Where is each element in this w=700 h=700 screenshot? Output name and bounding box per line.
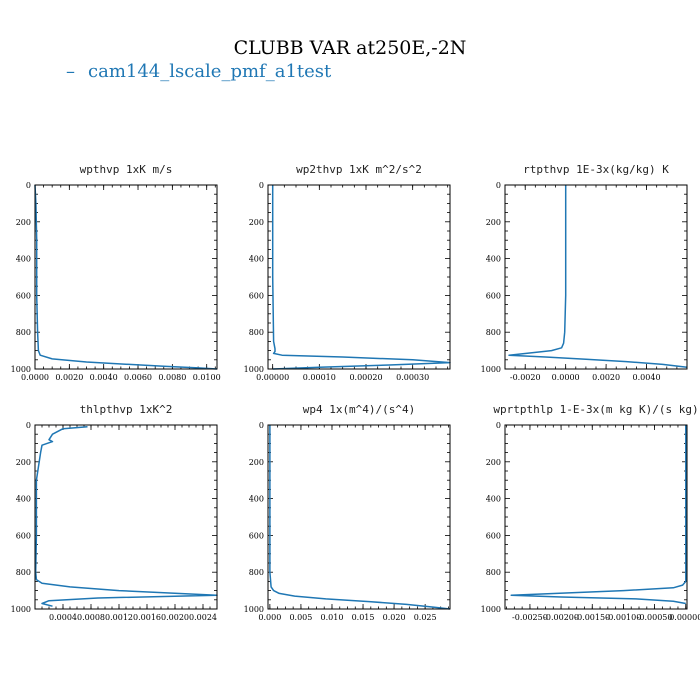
y-tick-label: 600 bbox=[486, 291, 501, 300]
plot-frame bbox=[34, 424, 218, 610]
y-tick-label: 800 bbox=[16, 328, 31, 337]
y-tick-label: 600 bbox=[249, 531, 264, 540]
y-tick-label: 1000 bbox=[11, 605, 31, 614]
y-tick-label: 200 bbox=[249, 458, 264, 467]
y-tick-label: 200 bbox=[16, 218, 31, 227]
y-tick-label: 800 bbox=[16, 568, 31, 577]
y-tick-label: 800 bbox=[249, 568, 264, 577]
plot-frame bbox=[34, 184, 218, 370]
x-tick-label: 0.0008 bbox=[77, 613, 105, 622]
y-tick-label: 0 bbox=[259, 181, 264, 190]
plot-frame bbox=[267, 184, 451, 370]
subplot-title: wp2thvp 1xK m^2/s^2 bbox=[296, 163, 422, 176]
x-tick-label: 0.0024 bbox=[189, 613, 217, 622]
x-tick-label: 0.0080 bbox=[158, 373, 186, 382]
legend-label: cam144_lscale_pmf_a1test bbox=[88, 61, 332, 82]
series-line-1 bbox=[34, 426, 218, 607]
subplot-2: wp2thvp 1xK m^2/s^2020040060080010000.00… bbox=[244, 163, 451, 382]
subplot-3: rtpthvp 1E-3x(kg/kg) K 0 200 400 600 800 1000-… bbox=[481, 163, 688, 382]
y-tick-label: 600 bbox=[16, 531, 31, 540]
x-tick-label: 0.0000 bbox=[552, 373, 580, 382]
x-tick-label: 0.020 bbox=[383, 613, 406, 622]
series-line-1 bbox=[34, 184, 218, 370]
x-tick-label: -0.00150 bbox=[574, 613, 610, 622]
x-tick-label: 0.010 bbox=[321, 613, 344, 622]
y-tick-label: 1000 bbox=[244, 365, 264, 374]
y-tick-label: 0 bbox=[26, 421, 31, 430]
y-tick-label: 600 bbox=[486, 531, 501, 540]
figure-title: CLUBB VAR at250E,-2N bbox=[234, 37, 467, 59]
x-tick-label: 0.025 bbox=[414, 613, 437, 622]
x-tick-label: 0.0016 bbox=[133, 613, 161, 622]
y-tick-label: 0 bbox=[496, 421, 501, 430]
plot-frame bbox=[504, 184, 688, 370]
x-tick-label: 0.00000 bbox=[669, 613, 700, 622]
y-tick-label: 0 bbox=[496, 181, 501, 190]
y-tick-label: 400 bbox=[486, 495, 501, 504]
x-tick-label: 0.00010 bbox=[303, 373, 336, 382]
x-tick-label: 0.0020 bbox=[55, 373, 83, 382]
x-tick-label: 0.0020 bbox=[592, 373, 620, 382]
x-tick-label: 0.00000 bbox=[256, 373, 289, 382]
y-tick-label: 1000 bbox=[481, 365, 501, 374]
x-tick-label: 0.0060 bbox=[124, 373, 152, 382]
x-tick-label: 0.0000 bbox=[21, 373, 49, 382]
y-tick-label: 1000 bbox=[11, 365, 31, 374]
subplot-6: wprtpthlp 1-E-3x(m kg K)/(s kg) 0 200 400 60… bbox=[481, 403, 700, 622]
y-tick-label: 0 bbox=[26, 181, 31, 190]
y-tick-label: 400 bbox=[249, 255, 264, 264]
y-tick-label: 400 bbox=[249, 495, 264, 504]
y-tick-label: 600 bbox=[16, 291, 31, 300]
x-tick-label: -0.0020 bbox=[510, 373, 541, 382]
y-tick-label: 400 bbox=[16, 495, 31, 504]
subplot-title: thlpthvp 1xK^2 bbox=[80, 403, 173, 416]
y-tick-label: 600 bbox=[249, 291, 264, 300]
x-tick-label: 0.0020 bbox=[161, 613, 189, 622]
x-tick-label: 0.00030 bbox=[396, 373, 429, 382]
plot-frame bbox=[504, 424, 688, 610]
y-tick-label: 200 bbox=[486, 218, 501, 227]
y-tick-label: 800 bbox=[486, 568, 501, 577]
x-tick-label: 0.015 bbox=[352, 613, 375, 622]
x-tick-label: 0.00020 bbox=[349, 373, 382, 382]
y-tick-label: 400 bbox=[16, 255, 31, 264]
x-tick-label: 0.005 bbox=[289, 613, 312, 622]
x-tick-label: 0.0004 bbox=[49, 613, 77, 622]
y-tick-label: 800 bbox=[249, 328, 264, 337]
subplot-title: rtpthvp 1E-3x(kg/kg) K bbox=[523, 163, 669, 176]
plot-frame bbox=[267, 424, 451, 610]
x-tick-label: -0.00050 bbox=[637, 613, 673, 622]
subplot-title: wprtpthlp 1-E-3x(m kg K)/(s kg) bbox=[493, 403, 698, 416]
subplot-title: wp4 1x(m^4)/(s^4) bbox=[303, 403, 416, 416]
legend-marker: – bbox=[66, 61, 75, 82]
x-tick-label: -0.00100 bbox=[606, 613, 642, 622]
x-tick-label: 0.0100 bbox=[193, 373, 221, 382]
series-line-1 bbox=[269, 425, 451, 610]
x-tick-label: 0.000 bbox=[258, 613, 281, 622]
y-tick-label: 200 bbox=[16, 458, 31, 467]
series-line-1 bbox=[508, 185, 688, 368]
y-tick-label: 1000 bbox=[481, 605, 501, 614]
series-line-1 bbox=[510, 425, 687, 605]
x-tick-label: 0.0040 bbox=[90, 373, 118, 382]
y-tick-label: 800 bbox=[486, 328, 501, 337]
y-tick-label: 200 bbox=[249, 218, 264, 227]
x-tick-label: -0.00250 bbox=[512, 613, 548, 622]
x-tick-label: 0.0040 bbox=[633, 373, 661, 382]
y-tick-label: 0 bbox=[259, 421, 264, 430]
x-tick-label: -0.00200 bbox=[543, 613, 579, 622]
x-tick-label: 0.0012 bbox=[105, 613, 133, 622]
series-line-1 bbox=[271, 185, 451, 370]
y-tick-label: 400 bbox=[486, 255, 501, 264]
subplot-title: wpthvp 1xK m/s bbox=[80, 163, 173, 176]
y-tick-label: 1000 bbox=[244, 605, 264, 614]
y-tick-label: 200 bbox=[486, 458, 501, 467]
